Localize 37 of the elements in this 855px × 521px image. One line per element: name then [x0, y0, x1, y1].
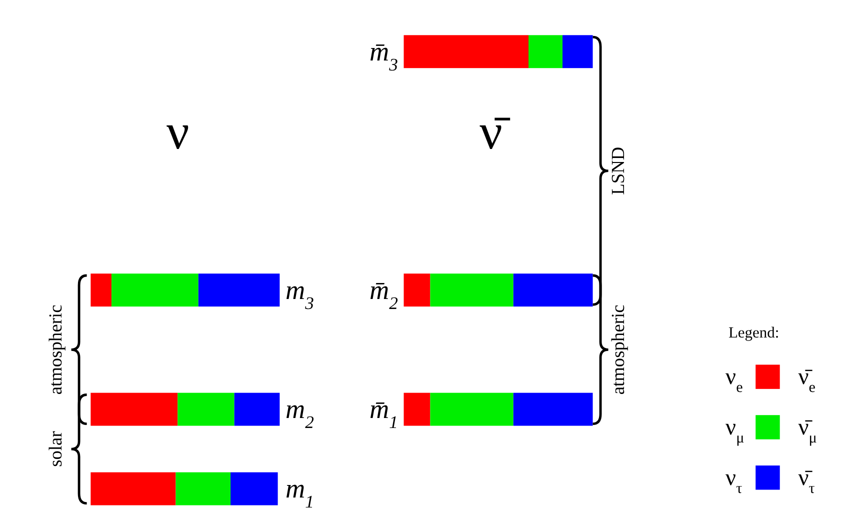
- bar: [198, 274, 280, 307]
- text: ν̄$_{τ}$: [798, 464, 815, 497]
- y-tick-label: m$_{3}$: [286, 274, 314, 313]
- bar: [230, 472, 278, 506]
- bar: [430, 392, 514, 426]
- bar: [234, 392, 280, 426]
- y-tick-label: m̄$_{2}$: [370, 274, 398, 313]
- bar: [430, 274, 514, 307]
- bar: [404, 392, 430, 426]
- legend-label: ν$_{τ}$: [726, 464, 742, 497]
- legend-label: ν$_{e}$: [726, 364, 744, 396]
- text: atmospheric: [46, 304, 66, 395]
- text: LSND: [608, 146, 628, 195]
- bar: [90, 392, 178, 426]
- text: solar: [46, 431, 66, 467]
- text: ν̄: [480, 104, 510, 160]
- bar: [404, 274, 430, 307]
- bar: [176, 472, 231, 506]
- bar: [513, 274, 593, 307]
- bar: [562, 35, 593, 68]
- legend-title: Legend:: [728, 324, 780, 342]
- text: ν̄$_{e}$: [798, 364, 816, 396]
- text: atmospheric: [608, 304, 628, 395]
- bar: [90, 472, 176, 506]
- y-tick-label: m̄$_{1}$: [370, 394, 398, 432]
- bar: [528, 35, 563, 68]
- bar: [404, 35, 528, 68]
- y-tick-label: m$_{2}$: [286, 394, 314, 432]
- y-tick-label: m$_{1}$: [286, 473, 314, 512]
- text: ν: [166, 104, 190, 160]
- bar: [90, 274, 112, 307]
- bar: [513, 392, 593, 426]
- bar: [178, 392, 234, 426]
- text: ν̄$_{μ}$: [798, 414, 817, 446]
- bar: [111, 274, 198, 307]
- legend-label: ν$_{μ}$: [726, 414, 744, 446]
- y-tick-label: m̄$_{3}$: [370, 36, 398, 74]
